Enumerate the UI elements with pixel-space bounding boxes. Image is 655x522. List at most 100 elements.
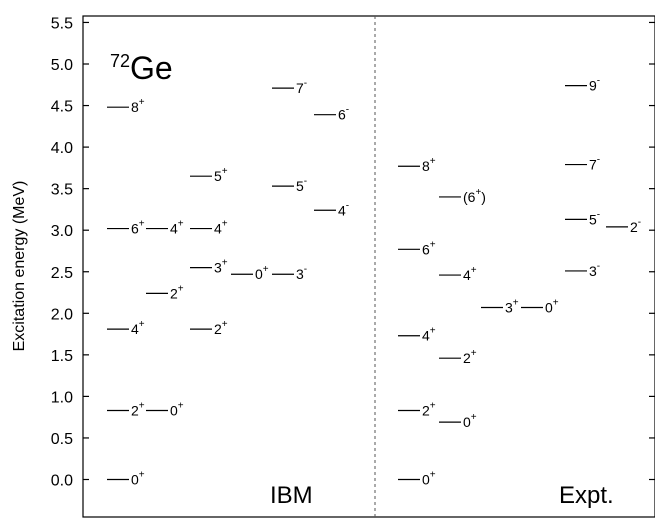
energy-level: 3+: [481, 297, 519, 315]
level-parity: +: [553, 297, 559, 308]
level-spin: 2: [630, 219, 638, 235]
energy-level: 5-: [565, 209, 600, 227]
energy-level: 4+: [439, 265, 477, 283]
level-spin: (6: [463, 189, 476, 205]
level-spin: 8: [131, 99, 139, 115]
level-parity: -: [346, 105, 349, 116]
level-suffix: ): [481, 189, 486, 205]
level-parity: -: [597, 155, 600, 166]
level-label: 6+: [422, 239, 436, 257]
energy-level: 0+: [521, 297, 559, 315]
level-label: 3-: [589, 261, 600, 279]
level-spin: 4: [131, 321, 139, 337]
level-spin: 4: [338, 202, 346, 218]
energy-level: 0+: [398, 470, 436, 488]
level-parity: -: [597, 76, 600, 87]
level-label: 3+: [505, 297, 519, 315]
level-parity: +: [222, 319, 228, 330]
energy-level: 4-: [314, 200, 349, 218]
level-label: 4-: [338, 200, 349, 218]
y-tick-label: 3.0: [51, 223, 73, 240]
level-parity: -: [304, 264, 307, 275]
level-parity: -: [597, 209, 600, 220]
level-spin: 3: [589, 263, 597, 279]
level-label: 5-: [296, 176, 307, 194]
level-spin: 0: [255, 266, 263, 282]
level-parity: +: [471, 412, 477, 423]
level-parity: +: [222, 258, 228, 269]
level-spin: 5: [296, 178, 304, 194]
level-parity: +: [430, 470, 436, 481]
y-tick-label: 1.5: [51, 348, 73, 365]
level-parity: +: [513, 297, 519, 308]
y-tick-label: 5.0: [51, 57, 73, 74]
level-spin: 2: [214, 321, 222, 337]
level-parity: +: [139, 219, 145, 230]
level-parity: +: [471, 348, 477, 359]
level-label: 2+: [422, 401, 436, 419]
level-spin: 4: [422, 328, 430, 344]
level-spin: 4: [463, 267, 471, 283]
energy-level: 2+: [107, 401, 145, 419]
energy-level: 2-: [606, 217, 641, 235]
level-parity: -: [346, 200, 349, 211]
level-parity: +: [263, 264, 269, 275]
level-label: 5-: [589, 209, 600, 227]
energy-level: 2+: [439, 348, 477, 366]
y-tick-label: 0.0: [51, 473, 73, 490]
level-parity: -: [304, 78, 307, 89]
panel-label-ibm: IBM: [270, 482, 313, 509]
level-spin: 5: [589, 211, 597, 227]
level-spin: 2: [422, 403, 430, 419]
energy-level: 6+: [398, 239, 436, 257]
energy-level: 2+: [146, 283, 184, 301]
level-label: (6+): [463, 187, 486, 205]
energy-level: 0+: [231, 264, 269, 282]
level-label: 0+: [170, 401, 184, 419]
level-label: 3+: [214, 258, 228, 276]
level-spin: 3: [505, 299, 513, 315]
level-spin: 0: [463, 414, 471, 430]
level-spin: 0: [170, 403, 178, 419]
level-spin: 4: [214, 221, 222, 237]
y-axis: 0.0 0.5 1.0 1.5 2.0 2.5 3.0 3.5 4.0 4.5 5.0 5.5: [51, 15, 655, 490]
level-spin: 5: [214, 168, 222, 184]
level-label: 4+: [170, 219, 184, 237]
level-spin: 2: [463, 350, 471, 366]
level-label: 0+: [255, 264, 269, 282]
level-label: 2+: [170, 283, 184, 301]
level-label: 2-: [630, 217, 641, 235]
energy-level: 3+: [190, 258, 228, 276]
level-label: 6+: [131, 219, 145, 237]
mass-number: 72: [110, 51, 130, 71]
level-label: 8+: [422, 156, 436, 174]
y-tick-label: 2.5: [51, 265, 73, 282]
plot-frame: [82, 15, 655, 518]
level-parity: +: [471, 265, 477, 276]
level-label: 3-: [296, 264, 307, 282]
panel-label-expt: Expt.: [559, 482, 614, 509]
nucleus-label: 72Ge: [110, 50, 173, 86]
level-spin: 8: [422, 158, 430, 174]
level-label: 0+: [131, 470, 145, 488]
element-symbol: Ge: [130, 50, 173, 86]
level-spin: 9: [589, 78, 597, 94]
level-spin: 3: [214, 260, 222, 276]
level-label: 7-: [296, 78, 307, 96]
y-tick-label: 2.0: [51, 306, 73, 323]
level-spin: 0: [422, 472, 430, 488]
level-label: 6-: [338, 105, 349, 123]
y-tick-label: 1.0: [51, 389, 73, 406]
level-label: 2+: [463, 348, 477, 366]
y-axis-label: Excitation energy (MeV): [11, 181, 28, 352]
level-parity: +: [178, 401, 184, 412]
energy-level: 6-: [314, 105, 349, 123]
y-tick-label: 4.5: [51, 99, 73, 116]
level-parity: +: [430, 239, 436, 250]
level-label: 4+: [131, 319, 145, 337]
level-parity: -: [304, 176, 307, 187]
level-label: 0+: [422, 470, 436, 488]
level-spin: 6: [131, 221, 139, 237]
level-parity: +: [475, 187, 481, 198]
